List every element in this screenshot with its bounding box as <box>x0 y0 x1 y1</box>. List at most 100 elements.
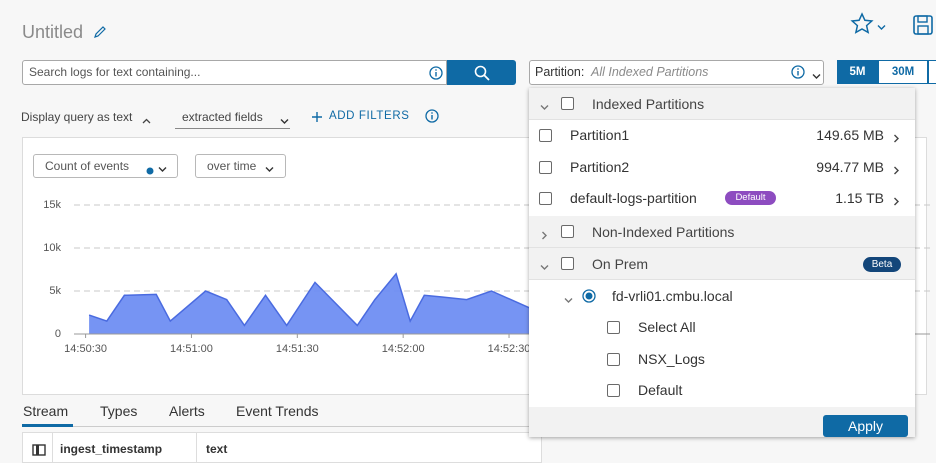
page-title: Untitled <box>22 22 84 42</box>
tabs-divider <box>22 426 530 427</box>
grouping-select[interactable]: over time <box>195 154 286 178</box>
add-filters-plus[interactable] <box>311 110 323 122</box>
metric-select[interactable]: Count of events <box>33 154 178 178</box>
column-toggle-icon-shape <box>32 444 46 456</box>
partition-open-shape <box>894 134 899 143</box>
fields-chevron <box>279 113 289 124</box>
group-chevron[interactable] <box>539 227 549 240</box>
time-range-button[interactable] <box>928 60 936 84</box>
checkbox[interactable] <box>539 160 552 174</box>
favorite-menu-shape <box>877 25 886 30</box>
partition-size: 1.15 TB <box>835 190 884 206</box>
search-input[interactable]: Search logs for text containing... <box>22 60 447 85</box>
search-info-shape <box>429 66 443 80</box>
search-button[interactable] <box>447 60 516 85</box>
host-chevron-shape <box>564 298 573 303</box>
group-name: Indexed Partitions <box>592 96 705 112</box>
display-query-toggle[interactable]: Display query as text <box>21 110 133 124</box>
group-row <box>529 88 915 120</box>
search-icon-shape <box>483 74 490 81</box>
filters-info-shape <box>431 112 433 114</box>
metric-chevron-shape <box>158 167 167 172</box>
filters-info-shape <box>425 109 439 123</box>
partition-open[interactable] <box>891 162 901 174</box>
tab[interactable]: Event Trends <box>236 403 319 419</box>
checkbox[interactable] <box>539 129 552 142</box>
column-header: ingest_timestamp <box>60 442 163 456</box>
partition-select[interactable]: Partition: All Indexed Partitions <box>529 60 824 85</box>
grouping-select-text: over time <box>207 159 257 173</box>
add-filters-plus-shape <box>312 112 322 122</box>
partition-info[interactable] <box>791 65 805 79</box>
host-name: fd-vrli01.cmbu.local <box>612 288 733 304</box>
partition-open-shape <box>894 134 899 143</box>
favorite-icon[interactable] <box>850 12 874 36</box>
checkbox[interactable] <box>607 321 620 334</box>
display-query-caret-shape <box>142 118 151 124</box>
filters-info-shape <box>431 115 433 120</box>
host-option: Select All <box>638 319 696 335</box>
display-query-caret <box>141 113 151 124</box>
checkbox[interactable] <box>561 97 574 110</box>
group-chevron-shape <box>542 231 547 240</box>
metric-color-dot-shape <box>146 167 154 175</box>
filters-info[interactable] <box>425 109 439 123</box>
partition-panel: Indexed Partitions Partition1 149.65 MB Par… <box>529 88 915 437</box>
group-name: Non-Indexed Partitions <box>592 224 735 240</box>
edit-icon[interactable] <box>93 25 107 39</box>
tab[interactable]: Types <box>100 403 138 419</box>
group-row <box>529 248 915 280</box>
host-radio-shape <box>582 289 596 303</box>
metric-chevron-shape <box>158 167 167 172</box>
edit-icon-shape <box>94 26 106 38</box>
partition-open-shape <box>894 166 899 174</box>
host-option: NSX_Logs <box>638 350 705 367</box>
host-radio[interactable] <box>582 289 596 303</box>
partition-label: Partition: <box>535 65 585 79</box>
save-icon[interactable] <box>912 14 934 36</box>
save-icon-shape <box>917 15 928 23</box>
favorite-menu[interactable] <box>876 19 886 30</box>
metric-chevron <box>157 161 167 172</box>
add-filters-button[interactable]: ADD FILTERS <box>329 110 410 122</box>
save-icon-shape <box>913 15 933 35</box>
save-icon-shape <box>917 25 929 35</box>
partition-open-shape <box>894 166 899 174</box>
group-chevron[interactable] <box>539 99 549 110</box>
checkbox[interactable] <box>607 352 620 366</box>
metric-select-text: Count of events <box>45 159 130 173</box>
time-range-button[interactable]: 30M <box>878 60 928 84</box>
partition-chevron-shape <box>812 74 821 79</box>
partition-open[interactable] <box>891 193 901 206</box>
time-range-button[interactable]: 5M <box>837 60 878 84</box>
host-chevron[interactable] <box>563 292 573 303</box>
column-toggle-icon-shape <box>36 445 39 455</box>
search-info[interactable] <box>429 66 443 80</box>
column-divider <box>52 432 53 463</box>
partition-open[interactable] <box>891 130 901 143</box>
save-icon-shape <box>913 15 933 35</box>
active-tab-underline <box>22 424 73 427</box>
filters-info-shape <box>425 109 439 123</box>
checkbox[interactable] <box>561 257 574 270</box>
favorite-menu-shape <box>877 25 886 30</box>
column-header: text <box>206 442 228 456</box>
group-chevron[interactable] <box>539 259 549 270</box>
fields-select[interactable]: extracted fields <box>175 106 290 129</box>
tab[interactable]: Alerts <box>169 403 205 419</box>
add-filters-plus-shape <box>312 112 322 122</box>
checkbox[interactable] <box>607 384 620 397</box>
group-chevron-shape <box>542 231 547 240</box>
column-toggle-icon[interactable] <box>32 443 46 456</box>
tab[interactable]: Stream <box>23 403 69 419</box>
group-chevron-shape <box>540 105 549 110</box>
partition-name: Partition2 <box>570 158 630 175</box>
partition-info-shape <box>797 68 799 70</box>
group-chevron-shape <box>540 265 549 270</box>
display-query-caret-shape <box>142 118 151 124</box>
search-placeholder: Search logs for text containing... <box>29 65 201 79</box>
group-chevron-shape <box>540 105 549 110</box>
checkbox[interactable] <box>539 192 552 205</box>
apply-button[interactable]: Apply <box>823 415 908 437</box>
checkbox[interactable] <box>561 225 574 238</box>
